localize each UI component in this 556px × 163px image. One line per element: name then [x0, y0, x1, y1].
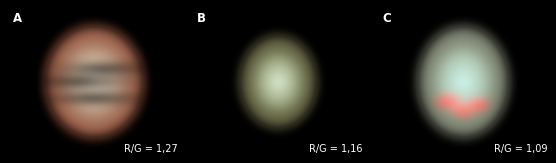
Text: R/G = 1,27: R/G = 1,27 — [124, 144, 177, 154]
Text: R/G = 1,09: R/G = 1,09 — [494, 144, 547, 154]
Text: A: A — [13, 12, 22, 25]
Text: B: B — [197, 12, 206, 25]
Text: C: C — [382, 12, 391, 25]
Text: R/G = 1,16: R/G = 1,16 — [309, 144, 363, 154]
